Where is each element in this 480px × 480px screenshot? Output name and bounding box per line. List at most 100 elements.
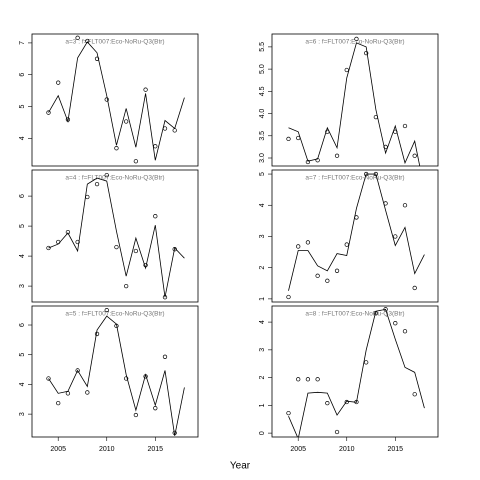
y-tick-label: 6 [19,194,26,198]
y-tick-label: 4.0 [259,109,266,119]
fitted-line [48,177,185,298]
y-tick-label: 1 [259,403,266,407]
observed-point [412,285,417,291]
observed-point [286,294,291,300]
y-tick-label: 2 [259,376,266,380]
observed-point [46,245,51,251]
observed-point [133,412,139,418]
x-tick-label: 2015 [147,446,163,453]
observed-point [305,377,311,382]
observed-point [75,35,80,40]
observed-point [412,153,417,158]
y-tick-label: 5 [259,172,266,176]
observed-point [305,240,311,245]
observed-point [75,368,80,373]
fitted-line [48,315,185,436]
observed-point [354,36,359,42]
observed-point [172,247,177,252]
observed-point [296,377,301,382]
observed-point [364,50,369,56]
observed-point [153,214,158,219]
panel: a=4 : f=FLT007:Eco-NoRu-Q3(Btr) 3 4 5 6 [19,169,199,303]
observed-point [75,239,80,245]
y-tick-label: 5 [19,104,26,108]
observed-point [153,406,158,411]
observed-point [65,391,71,396]
panel-title: a=8 : f=FLT007:Eco-NoRu-Q3(Btr) [305,311,404,318]
observed-point [124,376,129,381]
observed-point [344,67,349,73]
observed-point [344,242,349,247]
x-tick-label: 2005 [50,446,66,453]
panel: a=8 : f=FLT007:Eco-NoRu-Q3(Btr) 0 1 2 3 4 2005… [259,305,439,453]
plot-area [46,172,185,300]
observed-point [393,234,398,239]
observed-point [402,123,408,129]
observed-point [65,229,71,235]
y-tick-label: 4 [259,320,266,324]
fitted-line [288,42,421,166]
plot-area [286,307,425,437]
panel-title: a=3 : f=FLT007:Eco-NoRu-Q3(Btr) [65,39,164,46]
observed-point [85,194,90,200]
observed-point [94,56,100,61]
panel-frame [31,33,199,167]
y-tick-label: 5.0 [259,64,266,74]
y-tick-label: 3 [259,348,266,352]
observed-point [133,159,139,164]
x-tick-label: 2015 [387,446,403,453]
x-axis-label: Year [230,461,251,472]
fitted-line [48,41,185,161]
observed-point [334,268,340,273]
y-tick-label: 6 [19,73,26,77]
y-tick-label: 3 [259,234,266,238]
panel: a=3 : f=FLT007:Eco-NoRu-Q3(Btr) 4 5 6 7 [19,33,199,167]
fitted-line [288,308,425,437]
y-tick-label: 3.0 [259,153,266,163]
observed-point [315,377,320,382]
observed-point [286,410,291,416]
observed-point [153,144,158,149]
observed-point [162,354,168,359]
panel-frame [271,33,439,167]
observed-point [133,248,139,254]
observed-point [412,392,417,397]
observed-point [56,80,61,85]
panel-frame [271,169,439,303]
y-tick-label: 4 [19,254,26,258]
y-tick-label: 6 [19,323,26,327]
observed-point [46,110,51,115]
observed-point [364,360,369,365]
observed-point [383,144,388,150]
observed-point [296,244,301,249]
observed-point [334,429,340,435]
observed-point [325,400,330,406]
x-tick-label: 2005 [290,446,306,453]
panel-title: a=5 : f=FLT007:Eco-NoRu-Q3(Btr) [65,311,164,318]
panel: a=6 : f=FLT007:Eco-NoRu-Q3(Btr) 3.0 3.5 4.0… [259,33,439,167]
y-tick-label: 5.5 [259,42,266,52]
y-tick-label: 0 [259,431,266,435]
observed-point [85,390,90,395]
observed-point [325,278,330,283]
y-tick-label: 4 [19,136,26,140]
observed-point [402,203,408,208]
panel: a=7 : f=FLT007:Eco-NoRu-Q3(Btr) 1 2 3 4 5 [259,169,439,303]
observed-point [402,329,408,334]
observed-point [94,181,100,187]
observed-point [104,172,109,178]
y-tick-label: 7 [19,41,26,45]
observed-point [143,87,148,92]
observed-point [124,119,129,124]
panel: a=5 : f=FLT007:Eco-NoRu-Q3(Btr) 3 4 5 6 2005 2… [19,305,199,453]
observed-point [56,400,61,406]
panel-frame [31,305,199,438]
x-tick-label: 2010 [99,446,115,453]
y-tick-label: 5 [19,224,26,228]
x-tick-label: 2010 [339,446,355,453]
observed-point [344,399,349,405]
observed-point [334,153,340,158]
fitted-line [288,173,425,291]
observed-point [393,321,398,326]
